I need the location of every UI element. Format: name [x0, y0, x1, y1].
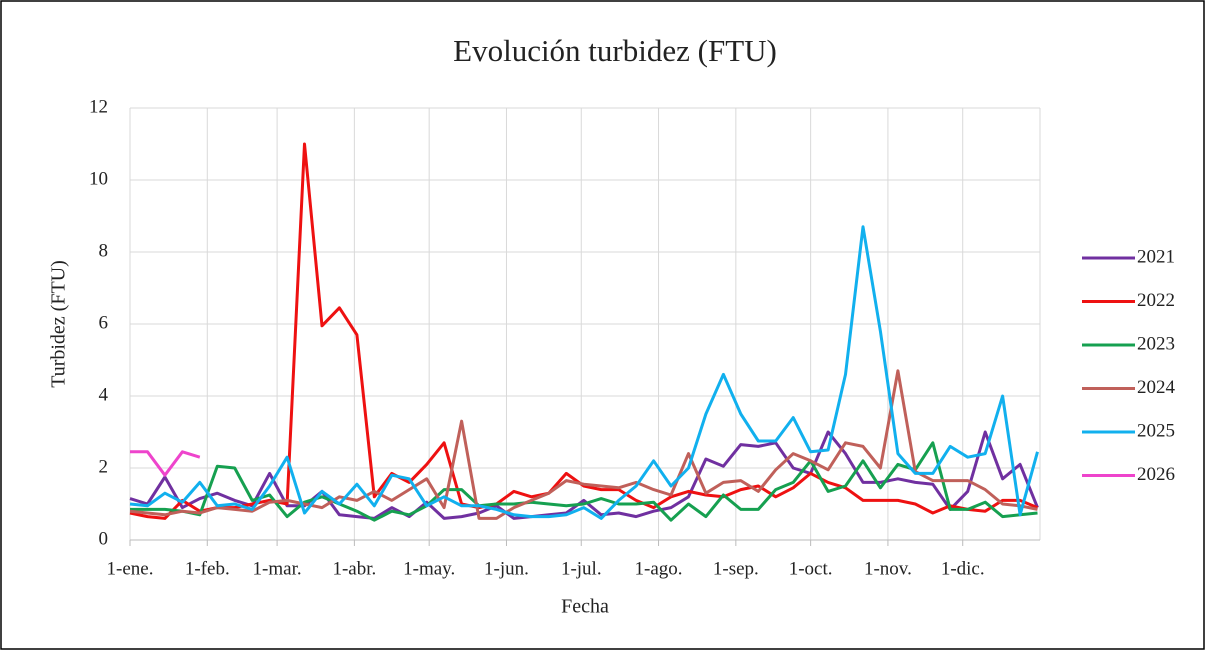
legend-label: 2022 — [1137, 290, 1175, 311]
y-tick-label: 8 — [99, 240, 109, 261]
legend-label: 2023 — [1137, 333, 1175, 354]
y-tick-label: 12 — [89, 96, 108, 117]
x-tick-label: 1-ene. — [107, 558, 154, 579]
legend-label: 2025 — [1137, 420, 1175, 441]
x-tick-label: 1-sep. — [713, 558, 759, 579]
x-tick-label: 1-ago. — [635, 558, 683, 579]
y-tick-label: 6 — [99, 312, 109, 333]
series-line — [129, 225, 1039, 520]
y-axis-label: Turbidez (FTU) — [48, 260, 70, 388]
x-tick-label: 1-feb. — [185, 558, 230, 579]
x-tick-label: 1-dic. — [941, 558, 985, 579]
y-tick-label: 10 — [89, 168, 108, 189]
x-tick-label: 1-may. — [403, 558, 455, 579]
series-line — [130, 450, 201, 477]
series-line — [129, 369, 1038, 520]
series-line — [129, 142, 1039, 520]
y-tick-label: 2 — [99, 456, 109, 477]
legend-label: 2026 — [1137, 464, 1175, 485]
series-line — [130, 441, 1038, 522]
x-tick-label: 1-abr. — [332, 558, 376, 579]
x-axis-label: Fecha — [561, 596, 609, 618]
x-tick-label: 1-nov. — [864, 558, 912, 579]
x-tick-label: 1-jun. — [484, 558, 529, 579]
x-tick-label: 1-mar. — [253, 558, 302, 579]
legend-label: 2021 — [1137, 246, 1175, 267]
x-tick-label: 1-jul. — [561, 558, 602, 579]
y-tick-label: 0 — [99, 528, 109, 549]
x-tick-label: 1-oct. — [789, 558, 833, 579]
legend-label: 2024 — [1137, 377, 1176, 398]
y-tick-label: 4 — [99, 384, 109, 405]
chart-title: Evolución turbidez (FTU) — [453, 33, 777, 68]
